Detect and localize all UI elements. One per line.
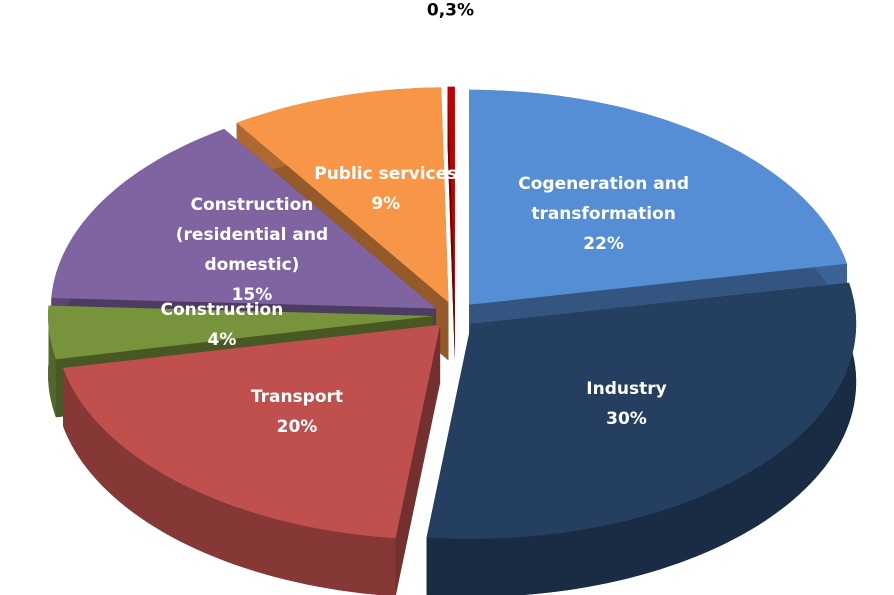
slice [236, 87, 449, 303]
slice [51, 128, 436, 309]
slice-group [426, 282, 857, 595]
category-label: Industry [586, 379, 667, 400]
slice [469, 89, 847, 305]
category-label: Construction (residential and domestic) [175, 194, 329, 275]
slice-rim [426, 282, 857, 595]
category-label: Transport [250, 386, 344, 407]
slice-wall [395, 324, 441, 595]
value-label: 9% [371, 194, 401, 215]
value-label: 15% [231, 284, 273, 305]
slice [63, 324, 441, 539]
category-label: Public services [314, 164, 458, 185]
slice-wall [447, 86, 455, 360]
value-label: 0,3% [426, 0, 475, 21]
slice-label: Industry 30% [532, 374, 722, 434]
value-label: 4% [207, 330, 237, 351]
slice-label: Construction (residential and domestic) 1… [157, 190, 347, 310]
slice-label: Construction 4% [127, 295, 317, 355]
value-label: 30% [606, 409, 647, 430]
value-label: 20% [276, 416, 318, 437]
value-label: 22% [583, 233, 624, 254]
slice-label: Agriculture and Fishery0,3% [360, 0, 540, 24]
slice-group [63, 324, 441, 595]
slice-label: Cogeneration and transformation 22% [509, 169, 699, 259]
category-label: Cogeneration and transformation [518, 173, 689, 224]
slice-rim [48, 305, 56, 418]
slice-group [447, 86, 455, 360]
slice [48, 305, 434, 360]
slice [447, 86, 455, 302]
slice-label: Public services 9% [291, 159, 481, 219]
category-label: Construction [160, 300, 284, 321]
slice-label: Transport 20% [202, 382, 392, 442]
slice-rim [63, 367, 396, 595]
slice [426, 282, 857, 539]
